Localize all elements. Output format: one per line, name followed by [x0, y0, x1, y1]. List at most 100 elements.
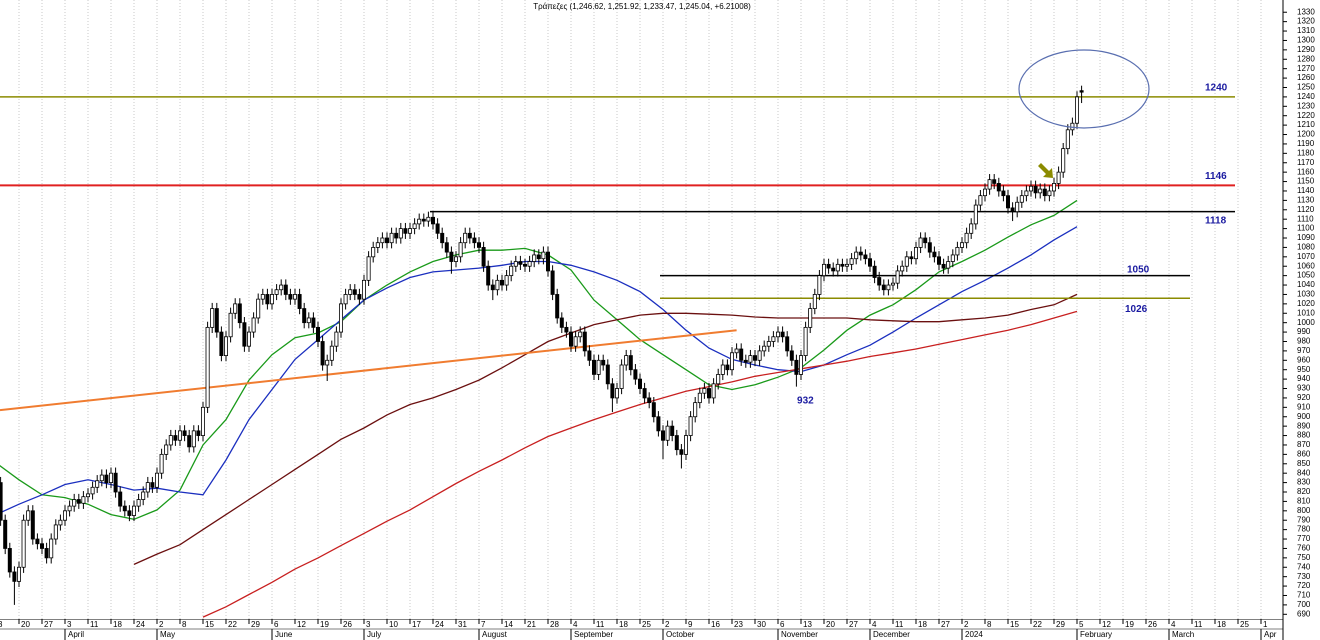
candle-body: [26, 510, 31, 521]
candle-body: [481, 247, 486, 267]
candle-body: [527, 261, 532, 267]
candle-body: [918, 237, 923, 248]
y-tick-label: 690: [1297, 609, 1311, 618]
candle-body: [987, 179, 992, 190]
candle-body: [812, 294, 817, 309]
y-tick-label: 950: [1297, 365, 1311, 374]
candle-body: [426, 216, 431, 222]
y-tick-label: 1320: [1297, 17, 1315, 26]
candle-body: [131, 505, 136, 516]
candle-body: [849, 258, 854, 265]
candle-body: [895, 270, 900, 284]
candle-body: [3, 519, 8, 549]
y-tick-label: 1290: [1297, 45, 1315, 54]
candle-body: [932, 251, 937, 258]
candle-body: [1070, 122, 1075, 131]
candle-body: [467, 232, 472, 239]
candle-body: [550, 270, 555, 295]
candle-body: [453, 256, 458, 262]
y-tick-label: 1240: [1297, 92, 1315, 101]
candle-body: [435, 223, 440, 234]
x-tick-label: 20: [21, 620, 30, 629]
candle-body: [329, 345, 334, 361]
candle-body: [90, 486, 95, 495]
candle-body: [1015, 201, 1020, 213]
candle-body: [306, 317, 311, 324]
candle-body: [840, 263, 845, 267]
candle-body: [398, 228, 403, 239]
candle-body: [624, 355, 629, 366]
candle-body: [279, 284, 284, 291]
y-tick-label: 1330: [1297, 7, 1315, 16]
candle-body: [251, 317, 256, 333]
candle-body: [969, 223, 974, 234]
candle-body: [384, 237, 389, 244]
x-tick-label: 11: [90, 620, 99, 629]
y-tick-label: 710: [1297, 591, 1311, 600]
y-tick-label: 790: [1297, 515, 1311, 524]
candle-body: [822, 263, 827, 277]
candle-body: [444, 242, 449, 253]
month-label: April: [68, 630, 84, 639]
candle-body: [1042, 188, 1047, 197]
x-tick-label: 8: [987, 620, 992, 629]
candle-body: [297, 294, 302, 309]
candle-body: [647, 397, 652, 404]
candle-body: [670, 425, 675, 436]
candle-body: [417, 218, 422, 225]
candle-body: [16, 566, 21, 582]
x-tick-label: 8: [182, 620, 187, 629]
candle-body: [697, 392, 702, 404]
candle-body: [601, 359, 606, 366]
candle-body: [233, 303, 238, 314]
x-tick-label: 3: [0, 620, 3, 629]
x-tick-label: 27: [44, 620, 53, 629]
moving-average-line: [133, 293, 1078, 565]
candle-body: [1038, 188, 1043, 194]
y-tick-label: 750: [1297, 553, 1311, 562]
candle-body: [633, 369, 638, 380]
candle-body: [338, 303, 343, 333]
y-tick-label: 840: [1297, 468, 1311, 477]
y-tick-label: 1230: [1297, 101, 1315, 110]
candle-body: [831, 267, 836, 272]
candle-body: [159, 453, 164, 474]
highlight-ellipse: [1018, 49, 1150, 129]
month-label: June: [275, 630, 293, 639]
candle-body: [200, 406, 205, 436]
candle-body: [628, 355, 633, 371]
level-label: 1118: [1205, 215, 1227, 226]
y-tick-label: 700: [1297, 600, 1311, 609]
month-label: 2024: [965, 630, 983, 639]
candle-body: [582, 331, 587, 352]
candle-body: [1029, 185, 1034, 192]
candle-body: [12, 571, 17, 582]
y-tick-label: 720: [1297, 581, 1311, 590]
candle-body: [835, 263, 840, 272]
candle-body: [569, 331, 574, 347]
month-label: December: [873, 630, 910, 639]
y-tick-label: 1000: [1297, 318, 1315, 327]
x-tick-label: 24: [435, 620, 444, 629]
candle-body: [743, 359, 748, 363]
x-tick-label: 11: [895, 620, 904, 629]
x-tick-label: 4: [1171, 620, 1176, 629]
candle-body: [978, 195, 983, 206]
candle-body: [1052, 183, 1057, 192]
y-tick-label: 1250: [1297, 83, 1315, 92]
candle-body: [375, 242, 380, 248]
y-tick-label: 940: [1297, 374, 1311, 383]
candle-body: [900, 265, 905, 272]
y-tick-label: 1150: [1297, 177, 1315, 186]
candle-body: [99, 474, 104, 482]
candle-body: [858, 251, 863, 256]
x-tick-label: 31: [458, 620, 467, 629]
y-tick-label: 1100: [1297, 224, 1315, 233]
candle-body: [366, 256, 371, 281]
annotation: 932: [797, 395, 814, 406]
candle-body: [863, 254, 868, 260]
moving-average-line: [0, 226, 1078, 514]
y-tick-label: 1030: [1297, 290, 1315, 299]
candle-body: [389, 232, 394, 244]
